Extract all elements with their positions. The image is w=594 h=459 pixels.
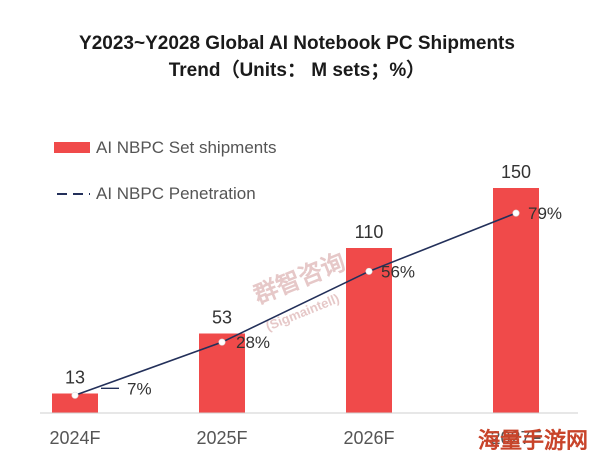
bar-value-label-2025F: 53 bbox=[212, 308, 232, 328]
bar-2025F bbox=[199, 333, 245, 413]
penetration-label-2024F: 7% bbox=[127, 379, 152, 398]
bar-value-label-2026F: 110 bbox=[355, 222, 384, 242]
x-tick-label-2025F: 2025F bbox=[196, 428, 247, 448]
penetration-point-2024F bbox=[71, 391, 79, 399]
x-tick-label-2024F: 2024F bbox=[49, 428, 100, 448]
bar-2027F bbox=[493, 188, 539, 413]
penetration-label-2025F: 28% bbox=[236, 333, 270, 352]
corner-watermark: 海量手游网 bbox=[478, 428, 588, 453]
bar-value-label-2027F: 150 bbox=[501, 162, 531, 182]
chart-title: Y2023~Y2028 Global AI Notebook PC Shipme… bbox=[0, 30, 594, 84]
x-tick-label-2026F: 2026F bbox=[343, 428, 394, 448]
penetration-point-2025F bbox=[218, 338, 226, 346]
x-tick-label-2027F: 2027F bbox=[490, 428, 541, 448]
penetration-point-2027F bbox=[512, 209, 520, 217]
bar-2024F bbox=[52, 393, 98, 413]
bar-2026F bbox=[346, 248, 392, 413]
legend-bar-swatch bbox=[54, 142, 90, 153]
legend-line-label: AI NBPC Penetration bbox=[96, 184, 256, 203]
legend: AI NBPC Set shipments AI NBPC Penetratio… bbox=[54, 138, 276, 203]
legend-bar-label: AI NBPC Set shipments bbox=[96, 138, 276, 157]
penetration-point-2026F bbox=[365, 267, 373, 275]
bar-value-label-2024F: 13 bbox=[65, 368, 85, 388]
penetration-label-2026F: 56% bbox=[381, 262, 415, 281]
penetration-label-2027F: 79% bbox=[528, 204, 562, 223]
chart-title-line-1: Y2023~Y2028 Global AI Notebook PC Shipme… bbox=[79, 33, 515, 54]
chart-title-line-2: Trend（Units： M sets；%） bbox=[168, 60, 426, 81]
penetration-line bbox=[74, 212, 517, 397]
